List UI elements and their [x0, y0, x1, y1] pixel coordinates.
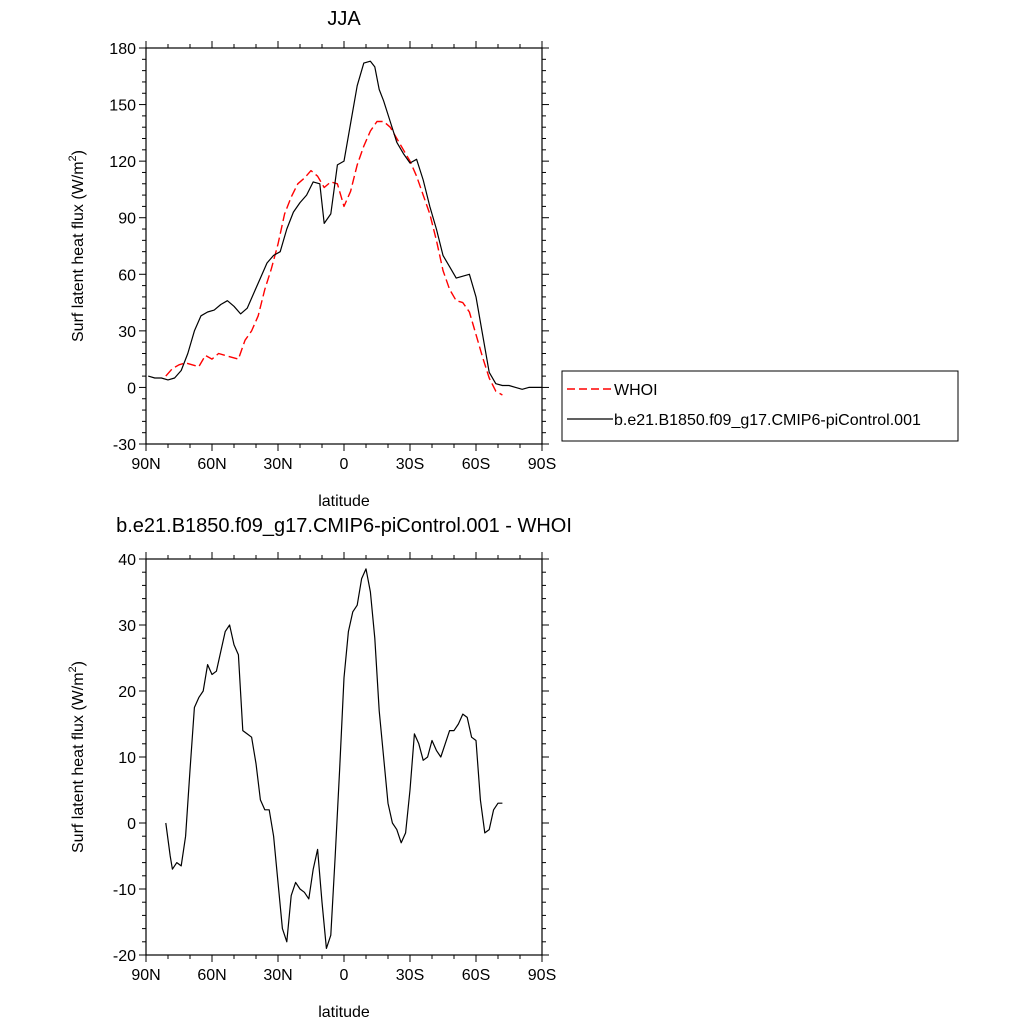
top-x-tick-label: 90S	[528, 456, 556, 473]
bottom-chart-y-axis-label-main: Surf latent heat flux (W/m	[70, 672, 87, 853]
top-series-line-1	[148, 60, 542, 390]
top-x-tick-label: 0	[340, 456, 349, 473]
top-x-tick-label: 60S	[462, 456, 490, 473]
bottom-y-tick-label: 30	[118, 618, 136, 635]
top-chart-series	[148, 60, 542, 396]
top-chart-x-axis-label: latitude	[318, 493, 370, 510]
top-y-tick-label: 0	[127, 380, 136, 397]
top-y-tick-label: 60	[118, 267, 136, 284]
bottom-chart-y-axis-label: Surf latent heat flux (W/m2)	[67, 661, 87, 853]
bottom-x-tick-label: 30S	[396, 967, 424, 984]
top-y-tick-label: 150	[109, 98, 136, 115]
top-chart-frame	[145, 47, 543, 445]
bottom-chart-series	[165, 568, 503, 950]
top-chart-x-tick-labels: 90N 60N 30N 0 30S 60S 90S	[131, 456, 556, 473]
top-x-tick-label: 60N	[197, 456, 226, 473]
legend-box	[561, 370, 959, 442]
top-x-tick-label: 90N	[131, 456, 160, 473]
bottom-x-tick-label: 60N	[197, 967, 226, 984]
bottom-y-tick-label: 20	[118, 684, 136, 701]
top-chart: JJA 90N 60N 30N 0 30S 60S 90S -30 0 30 60 90 120 150…	[67, 8, 556, 510]
bottom-chart-x-tick-labels: 90N 60N 30N 0 30S 60S 90S	[131, 967, 556, 984]
top-x-tick-label: 30N	[263, 456, 292, 473]
bottom-chart-y-axis-label-sup: 2	[67, 666, 79, 672]
legend-label-whoi: WHOI	[614, 382, 658, 399]
bottom-y-tick-label: -10	[113, 882, 136, 899]
top-y-tick-label: 90	[118, 211, 136, 228]
top-y-tick-label: 120	[109, 154, 136, 171]
bottom-chart-x-axis-label: latitude	[318, 1004, 370, 1021]
bottom-x-tick-label: 0	[340, 967, 349, 984]
bottom-y-tick-label: 40	[118, 552, 136, 569]
bottom-chart-ticks	[139, 552, 549, 962]
bottom-x-tick-label: 90S	[528, 967, 556, 984]
top-chart-y-axis-label: Surf latent heat flux (W/m2)	[67, 150, 87, 342]
bottom-series-line-0	[165, 568, 503, 950]
bottom-chart-frame	[145, 558, 543, 956]
bottom-y-tick-label: 10	[118, 750, 136, 767]
top-chart-y-axis-label-main: Surf latent heat flux (W/m	[70, 161, 87, 342]
bottom-x-tick-label: 60S	[462, 967, 490, 984]
top-x-tick-label: 30S	[396, 456, 424, 473]
top-chart-title: JJA	[327, 8, 361, 30]
top-chart-ticks	[139, 41, 549, 451]
top-chart-y-tick-labels: -30 0 30 60 90 120 150 180	[109, 41, 136, 454]
bottom-chart: b.e21.B1850.f09_g17.CMIP6-piControl.001 …	[67, 515, 572, 1021]
top-y-tick-label: 180	[109, 41, 136, 58]
bottom-chart-y-axis-label-tail: )	[70, 661, 87, 666]
bottom-x-tick-label: 90N	[131, 967, 160, 984]
bottom-y-tick-label: -20	[113, 948, 136, 965]
top-chart-y-axis-label-tail: )	[70, 150, 87, 155]
bottom-y-tick-label: 0	[127, 816, 136, 833]
legend-label-model: b.e21.B1850.f09_g17.CMIP6-piControl.001	[614, 412, 921, 429]
top-y-tick-label: -30	[113, 437, 136, 454]
top-y-tick-label: 30	[118, 324, 136, 341]
legend: WHOI b.e21.B1850.f09_g17.CMIP6-piControl…	[561, 370, 959, 442]
top-series-line-0	[165, 120, 503, 396]
top-chart-y-axis-label-sup: 2	[67, 155, 79, 161]
bottom-chart-title: b.e21.B1850.f09_g17.CMIP6-piControl.001 …	[116, 515, 572, 537]
bottom-chart-y-tick-labels: -20 -10 0 10 20 30 40	[113, 552, 136, 965]
bottom-x-tick-label: 30N	[263, 967, 292, 984]
